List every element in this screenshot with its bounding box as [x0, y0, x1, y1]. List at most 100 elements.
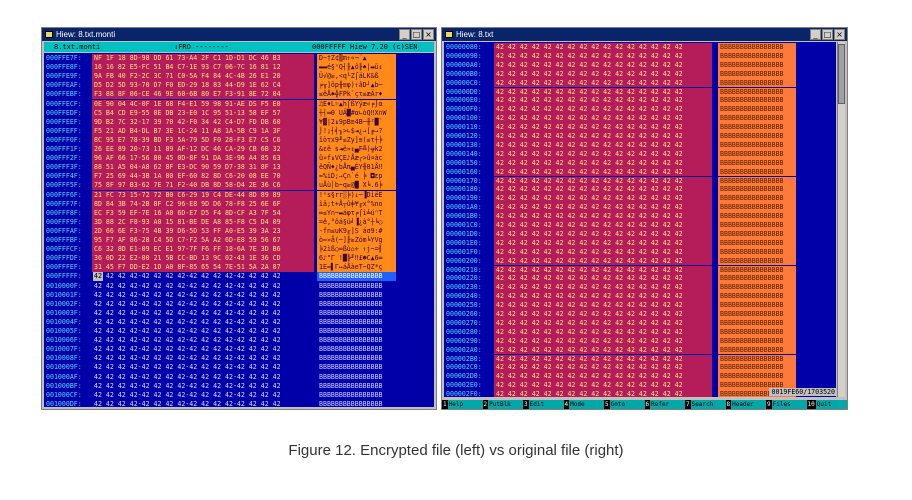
hex-highlight [494, 185, 712, 195]
text-highlight [317, 117, 396, 127]
text-highlight [317, 172, 396, 182]
row-offset: 00000170: [446, 176, 482, 185]
row-offset: 000FFE8F: [46, 63, 82, 72]
row-offset: 000FFEAF: [46, 81, 82, 90]
hex-bytes: 8C 95 E7 78-39 BD F3 5A-79 5D F0 28-F3 E… [94, 135, 281, 144]
text-highlight [718, 256, 796, 266]
row-offset: 000FFF6F: [46, 190, 82, 199]
ascii-text: BBBBBBBBBBBBBBBB [319, 290, 383, 299]
ascii-text: BBBBBBBBBBBBBBBB [720, 238, 784, 247]
row-offset: 0010006F: [46, 336, 82, 345]
hex-bytes: 42 42 42 42 42 42 42 42 42 42 42 42 42 4… [496, 149, 683, 158]
hex-highlight [92, 135, 314, 145]
hex-highlight [92, 108, 314, 118]
fkey-label: Help [447, 400, 483, 409]
right-hex-pane[interactable]: 00000080: 42 42 42 42 42 42 42 42 42 42 4… [444, 42, 836, 397]
hex-bytes: 42 42 42 42 42 42 42 42 42 42 42 42 42 4… [496, 247, 683, 256]
fkey-label: Edit [528, 400, 564, 409]
hex-row: 00000250: 42 42 42 42 42 42 42 42 42 42 4… [444, 301, 836, 310]
fkey-refer[interactable]: 6 Refer [644, 400, 685, 409]
hex-bytes: 0E 90 04 4C-0F 1E 68 F4-E1 59 98 91-AE D… [94, 99, 281, 108]
ascii-text: BBBBBBBBBBBBBBBB [720, 381, 784, 390]
hex-row: 000FFE7F: NF 1F 18 8D-98 DD 61 73-A4 2F C… [44, 54, 434, 64]
fkey-mode[interactable]: 4 Mode [563, 400, 604, 409]
row-offset: 000FFFDF: [46, 254, 82, 263]
ascii-text: BBBBBBBBBBBBBBBB [720, 327, 784, 336]
close-button[interactable]: × [834, 29, 845, 40]
fkey-putblk[interactable]: 2 PutBlk [482, 400, 523, 409]
cursor-byte[interactable]: 42 [93, 272, 103, 282]
fkey-files[interactable]: 9 Files [766, 400, 807, 409]
hex-row: 0010009F: 42 42 42 42-42 42 42 42-42 42 4… [44, 363, 434, 372]
vertical-scrollbar[interactable] [837, 42, 845, 397]
ascii-text: ò≈»å(─]╟≥Zóm╘YVg [319, 236, 383, 244]
ascii-text: BBBBBBBBBBBBBBBB [720, 390, 784, 397]
left-window-titlebar[interactable]: Hiew: 8.txt.monti _ □ × [42, 28, 436, 41]
row-offset: 00000090: [446, 51, 482, 60]
hex-bytes: 42 42 42 42-42 42 42 42-42 42 42 42-42 4… [94, 381, 281, 390]
maximize-button[interactable]: □ [411, 29, 422, 40]
row-offset: 000FFFCF: [46, 245, 82, 254]
left-hex-pane[interactable]: 000FFE7F: NF 1F 18 8D-98 DD 61 73-A4 2F C… [44, 53, 434, 407]
minimize-button[interactable]: _ [399, 29, 410, 40]
hex-bytes: 42 42 42 42 42 42 42 42 42 42 42 42 42 4… [496, 140, 683, 149]
hex-bytes: 42 42 42 42-42 42 42 42-42 42 42 42-42 4… [94, 363, 281, 372]
hex-row: 000FFFBF: 95 F7 AF 86-28 C4 5D C7-F2 5A A… [44, 236, 434, 246]
text-highlight [718, 372, 796, 382]
ascii-text: BBBBBBBBBBBBBBBB [720, 123, 784, 132]
fkey-label: Refer [650, 400, 685, 409]
text-highlight [718, 78, 796, 88]
row-offset: 00000270: [446, 318, 482, 327]
close-button[interactable]: × [423, 29, 434, 40]
hex-bytes: 96 AF 66 17-56 80 45 0D-8F 91 DA 3E-96 A… [94, 154, 281, 163]
hex-bytes: C5 B4 CD E9-55 8E DB 23-E0 1C 95 51-13 5… [94, 108, 281, 117]
hex-row: 00000130: 42 42 42 42 42 42 42 42 42 42 4… [444, 140, 836, 150]
hex-bytes: 42 42 42 42 42 42 42 42 42 42 42 42 42 4… [496, 301, 683, 310]
right-window-titlebar[interactable]: Hiew: 8.txt _ □ × [442, 28, 847, 41]
text-highlight [317, 217, 396, 227]
hex-highlight [494, 167, 712, 177]
scrollbar-thumb[interactable] [838, 44, 845, 104]
fkey-edit[interactable]: 3 Edit [523, 400, 564, 409]
row-offset: 001000DF: [46, 399, 82, 407]
hex-row: 0010006F: 42 42 42 42-42 42 42 42-42 42 4… [44, 336, 434, 345]
text-highlight [718, 229, 796, 239]
text-highlight [317, 154, 396, 164]
row-offset: 000002F0: [446, 390, 482, 397]
hex-highlight [494, 203, 712, 213]
fkey-quit[interactable]: 10 Quit [806, 400, 847, 409]
ascii-text: BBBBBBBBBBBBBBBB [720, 212, 784, 221]
fkey-search[interactable]: 7 Search [685, 400, 726, 409]
hex-bytes: 2D 66 6E F3-75 4B 39 D6-5D 53 FF A0-E5 3… [94, 226, 281, 235]
fkey-help[interactable]: 1 Help [442, 400, 483, 409]
ascii-text: BBBBBBBBBBBBBBBB [720, 78, 784, 87]
hex-row: 000FFFAF: 2D 66 6E F3-75 4B 39 D6-5D 53 F… [44, 226, 434, 236]
fkey-label: Search [690, 400, 726, 409]
ascii-text: ≈%iD;→Ç∩`é ╞ ◘εp [319, 172, 383, 181]
hex-row: 000FFE8F: 16 16 82 E5-FC 51 B4 C7-1E 93 C… [44, 63, 434, 73]
text-highlight [718, 105, 796, 115]
hex-bytes: 42 42 42 42 42 42 42 42 42 42 42 42 42 4… [496, 185, 683, 194]
ascii-text: BBBBBBBBBBBBBBBB [720, 318, 784, 327]
ascii-text: BBBBBBBBBBBBBBBB [319, 336, 383, 345]
hex-row: 000FFF8F: EC F3 59 EF-7E 16 A0 6D-E7 D5 F… [44, 208, 434, 218]
hex-row: 000002D0: 42 42 42 42 42 42 42 42 42 42 4… [444, 372, 836, 382]
ascii-text: BBBBBBBBBBBBBBBB [720, 51, 784, 60]
hex-highlight [494, 176, 712, 186]
row-offset: 0010005F: [46, 327, 82, 335]
row-offset: 000FFF5F: [46, 181, 82, 190]
row-offset: 000FFECF: [46, 99, 82, 108]
ascii-text: BBBBBBBBBBBBBBBB [720, 354, 784, 363]
row-offset: 000FFEDF: [46, 108, 82, 117]
text-highlight [317, 190, 396, 200]
ascii-text: -fn≤uK9╓]S áσ9:# [319, 226, 383, 235]
text-highlight [718, 310, 796, 319]
text-highlight [317, 135, 396, 145]
fkey-header[interactable]: 8 Header [725, 400, 766, 409]
maximize-button[interactable]: □ [822, 29, 833, 40]
hex-bytes: 31 45 F7 DD-E2 1D A0 8F-85 65 54 7E-51 5… [94, 263, 281, 272]
hex-bytes: 42 42 42 42-42 42 42 42-42 42 42 42-42 4… [94, 399, 281, 407]
minimize-button[interactable]: _ [810, 29, 821, 40]
fkey-label: Header [731, 400, 766, 409]
fkey-goto[interactable]: 5 Goto [604, 400, 645, 409]
